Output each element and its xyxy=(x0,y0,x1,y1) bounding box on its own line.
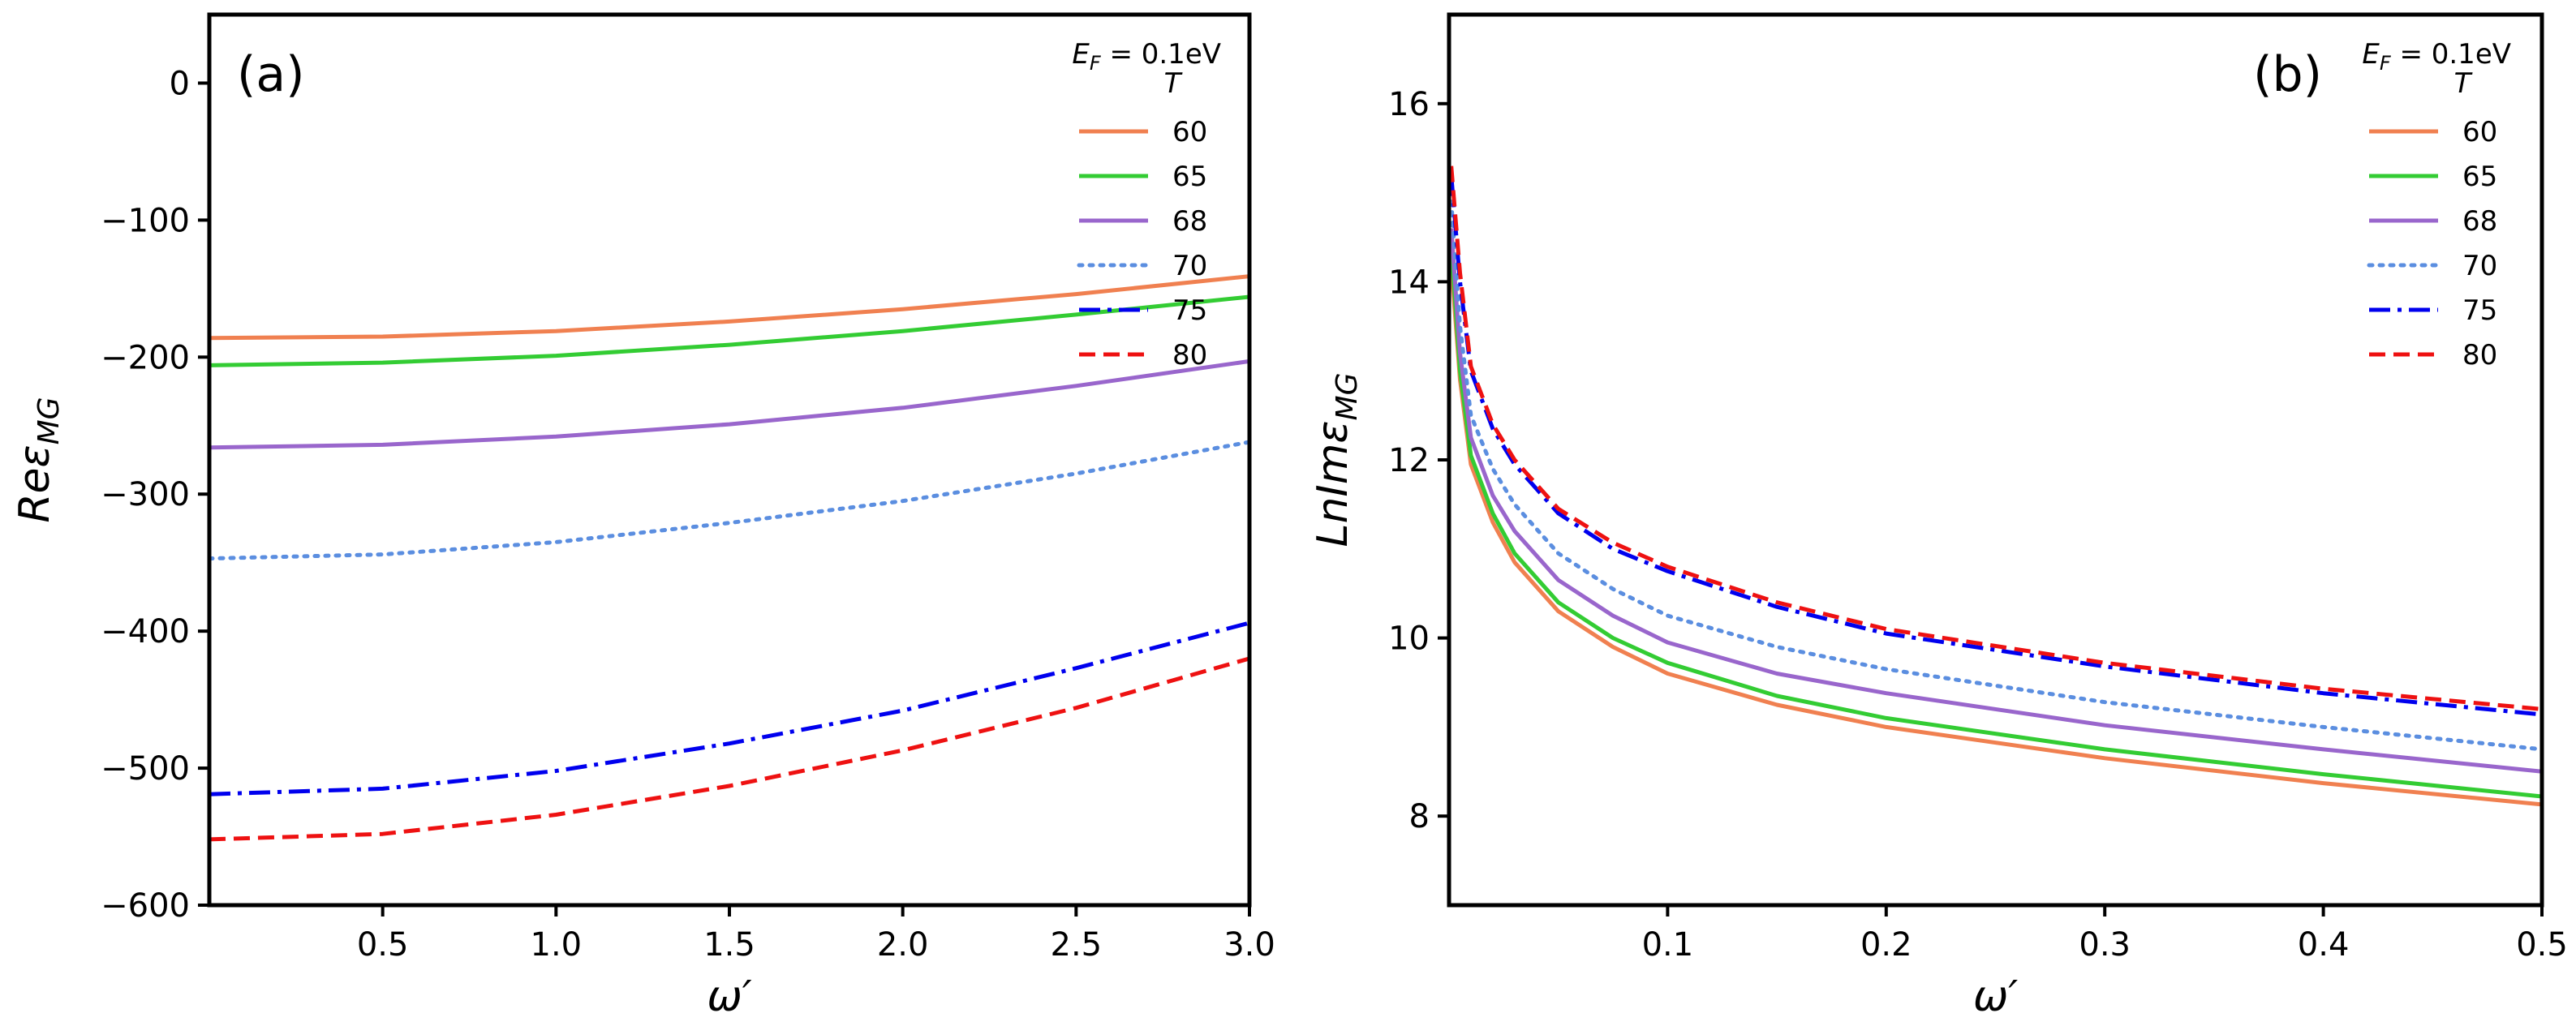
panel-a-xlabel: ω′ xyxy=(707,972,752,1021)
panel-b-lnimeps-chart: 0.1 0.2 0.3 0.4 0.5 8 10 12 14 16 ω′ LnImεMG (b) EF =… xyxy=(1309,12,2568,1021)
panel-b-xtick-label: 0.1 xyxy=(1642,926,1694,964)
panel-b-series-T65 xyxy=(1449,246,2542,799)
panel-b-series-T70 xyxy=(1449,200,2542,752)
panel-a-ytick-label: −300 xyxy=(101,476,190,513)
panel-b-legend-label-T70: 70 xyxy=(2462,250,2497,282)
panel-b-ytick-label: 10 xyxy=(1388,620,1430,658)
panel-b-legend-label-T68: 68 xyxy=(2462,205,2497,238)
panel-a-series-T65 xyxy=(209,294,1249,367)
panel-a-xtick-label: 2.0 xyxy=(877,926,929,964)
panel-b-panel-label: (b) xyxy=(2253,46,2322,103)
panel-b-ylabel: LnImεMG xyxy=(1309,373,1364,547)
panel-b-ytick-label: 12 xyxy=(1388,442,1430,479)
panel-b-legend-label-T80: 80 xyxy=(2462,339,2497,371)
panel-a-ytick-label: −100 xyxy=(101,202,190,239)
panel-a-panel-label: (a) xyxy=(237,46,305,103)
panel-a-legend-label-T75: 75 xyxy=(1172,294,1207,327)
panel-a-ytick-label: −500 xyxy=(101,750,190,788)
panel-b-series-group xyxy=(1449,165,2542,807)
panel-a-xtick-label: 0.5 xyxy=(357,926,409,964)
panel-b-ytick-label: 8 xyxy=(1409,798,1430,835)
panel-a-legend-label-T68: 68 xyxy=(1172,205,1207,238)
panel-b-series-T80 xyxy=(1449,165,2542,711)
panel-a-series-group xyxy=(209,274,1249,842)
panel-a-reeps-chart: 0.5 1.0 1.5 2.0 2.5 3.0 0 −100 −200 −300 −400 −500 −… xyxy=(11,12,1275,1021)
panel-a-ytick-label: 0 xyxy=(170,65,190,102)
panel-b-series-T75 xyxy=(1449,174,2542,717)
panel-a-xtick-label: 1.0 xyxy=(531,926,583,964)
panel-b-series-T60 xyxy=(1449,264,2542,807)
panel-b-xtick-label: 0.5 xyxy=(2516,926,2568,964)
panel-b-legend-subtitle: T xyxy=(2454,67,2473,100)
panel-a-axes-frame xyxy=(207,12,1252,908)
panel-a-series-T80 xyxy=(209,656,1249,842)
panel-b-xtick-label: 0.3 xyxy=(2079,926,2131,964)
panel-a-series-T75 xyxy=(209,620,1249,796)
panel-a-series-T60 xyxy=(209,274,1249,341)
panel-b-ytick-label: 16 xyxy=(1388,86,1430,123)
panel-a-xtick-label: 1.5 xyxy=(703,926,755,964)
panel-b-series-T68 xyxy=(1449,228,2542,774)
panel-b-axes-frame xyxy=(1447,12,2544,908)
panel-b-legend-label-T60: 60 xyxy=(2462,116,2497,148)
panel-b-xtick-label: 0.2 xyxy=(1860,926,1912,964)
panel-b-xlabel: ω′ xyxy=(1973,972,2019,1021)
panel-a-ytick-label: −200 xyxy=(101,339,190,376)
panel-a-ytick-label: −400 xyxy=(101,613,190,650)
panel-b-legend-label-T75: 75 xyxy=(2462,294,2497,327)
panel-a-xtick-label: 2.5 xyxy=(1051,926,1103,964)
panel-a-legend-title: EF = 0.1eV xyxy=(1072,38,1221,75)
panel-b-xtick-label: 0.4 xyxy=(2298,926,2350,964)
panel-b-ytick-label: 14 xyxy=(1388,264,1430,301)
panel-a-legend-label-T60: 60 xyxy=(1172,116,1207,148)
panel-a-legend-label-T80: 80 xyxy=(1172,339,1207,371)
panel-a-ytick-label: −600 xyxy=(101,887,190,925)
panel-a-legend-label-T70: 70 xyxy=(1172,250,1207,282)
panel-b-legend-label-T65: 65 xyxy=(2462,161,2497,193)
panel-a-ylabel: ReεMG xyxy=(11,397,66,522)
panel-a-xtick-label: 3.0 xyxy=(1223,926,1275,964)
panel-a-legend-label-T65: 65 xyxy=(1172,161,1207,193)
panel-a-legend-subtitle: T xyxy=(1164,67,1183,100)
panel-a-series-T68 xyxy=(209,358,1249,450)
panel-a-series-T70 xyxy=(209,440,1249,561)
panel-b-legend-title: EF = 0.1eV xyxy=(2362,38,2511,75)
